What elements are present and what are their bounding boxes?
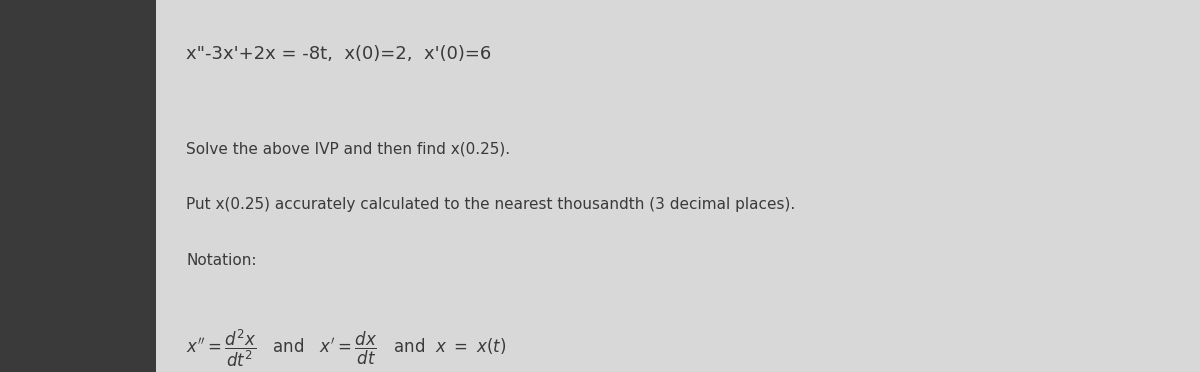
Text: Notation:: Notation:	[186, 253, 257, 268]
Text: x"-3x'+2x = -8t,  x(0)=2,  x'(0)=6: x"-3x'+2x = -8t, x(0)=2, x'(0)=6	[186, 45, 491, 62]
Text: Put x(0.25) accurately calculated to the nearest thousandth (3 decimal places).: Put x(0.25) accurately calculated to the…	[186, 197, 796, 212]
Text: Solve the above IVP and then find x(0.25).: Solve the above IVP and then find x(0.25…	[186, 141, 510, 156]
Bar	[156, 0, 1200, 372]
Text: $x^{\prime\prime} = \dfrac{d^2x}{dt^2}$$\quad \mathrm{and} \quad x^{\prime} = \d: $x^{\prime\prime} = \dfrac{d^2x}{dt^2}$$…	[186, 327, 506, 369]
